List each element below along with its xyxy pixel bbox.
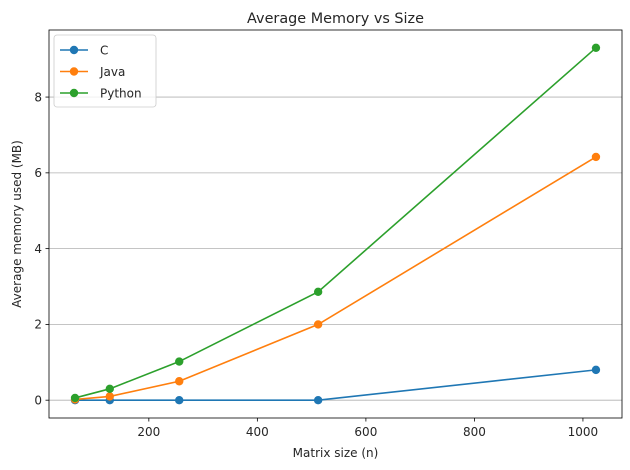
data-point-c [591, 365, 601, 375]
legend-marker-java [69, 67, 79, 76]
legend-marker-python [69, 88, 79, 98]
series-line-java [74, 156, 597, 401]
axis-ticks: 0 2 4 6 8 200 400 600 800 1000 [34, 90, 598, 439]
data-point-python [105, 384, 114, 394]
x-axis-label: Matrix size (n) [293, 446, 379, 460]
y-tick-label: 0 [34, 393, 42, 407]
chart-title: Average Memory vs Size [247, 11, 424, 27]
data-point-c [175, 395, 184, 405]
y-axis-label: Average memory used (MB) [10, 140, 24, 308]
data-point-java [175, 377, 184, 386]
data-point-c [313, 395, 323, 405]
data-point-python [591, 43, 601, 53]
series-line-c [75, 369, 597, 401]
data-point-java [105, 392, 114, 401]
gridlines [49, 96, 622, 401]
legend-box [53, 34, 157, 108]
data-point-java [591, 152, 601, 162]
x-tick-label: 800 [463, 425, 486, 439]
data-point-python [70, 393, 80, 403]
data-point-python [175, 357, 184, 366]
legend-marker-c [69, 45, 79, 55]
y-tick-label: 6 [34, 166, 42, 180]
x-tick-label: 400 [246, 425, 269, 439]
data-point-java [313, 320, 323, 329]
x-tick-label: 600 [354, 425, 377, 439]
y-tick-label: 2 [34, 318, 42, 332]
x-tick-label: 200 [137, 425, 160, 439]
data-point-python [313, 287, 323, 297]
legend-label-python: Python [100, 86, 142, 100]
series-layer [70, 43, 601, 405]
y-tick-label: 8 [34, 90, 42, 104]
legend: C Java Python [53, 34, 157, 108]
y-tick-label: 4 [34, 242, 42, 256]
plot-area-frame [48, 29, 623, 419]
legend-label-c: C [100, 43, 108, 57]
legend-label-java: Java [99, 65, 125, 79]
x-tick-label: 1000 [568, 425, 599, 439]
